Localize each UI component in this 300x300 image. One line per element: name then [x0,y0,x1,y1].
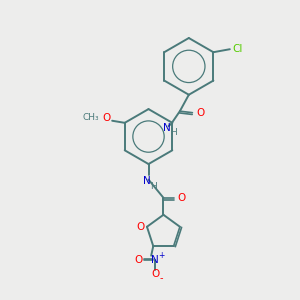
Text: N: N [163,123,171,133]
Text: N: N [151,255,159,265]
Text: H: H [170,128,177,137]
Text: O: O [196,108,204,118]
Text: O: O [178,194,186,203]
Text: O: O [103,113,111,123]
Text: CH₃: CH₃ [82,113,99,122]
Text: Cl: Cl [233,44,243,54]
Text: -: - [160,273,164,283]
Text: N: N [143,176,151,186]
Text: O: O [136,222,145,232]
Text: +: + [158,250,164,260]
Text: O: O [151,269,159,279]
Text: O: O [134,255,142,265]
Text: H: H [151,182,157,190]
